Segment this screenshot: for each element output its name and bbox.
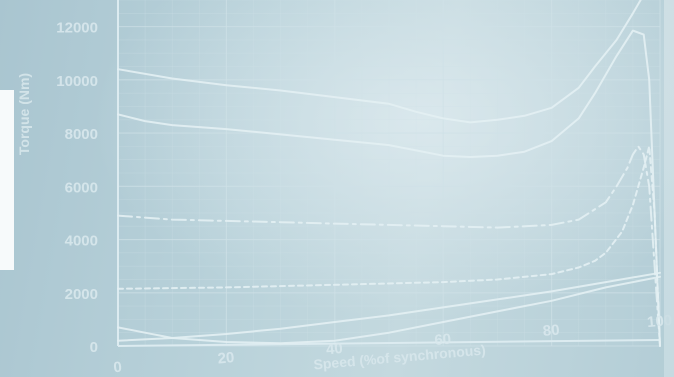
x-tick-label: 40: [325, 340, 343, 358]
right-panel-edge: [664, 0, 674, 377]
y-tick-label: 2000: [65, 286, 98, 303]
series-line-1: [117, 0, 642, 124]
y-tick-label: 10000: [56, 73, 98, 90]
series-layer: [117, 0, 661, 347]
x-tick-label: 60: [434, 331, 452, 349]
x-axis-line: [117, 339, 661, 347]
y-axis-title: Torque (Nm): [16, 73, 32, 155]
x-tick-label: 0: [113, 359, 123, 377]
y-tick-label: 12000: [56, 20, 98, 37]
series-line-4: [117, 145, 661, 347]
series-line-5: [117, 271, 661, 342]
y-tick-label: 6000: [65, 179, 98, 196]
y-tick-label: 8000: [65, 126, 98, 143]
series-line-6: [117, 275, 661, 345]
series-line-3: [117, 145, 661, 347]
x-tick-label: 20: [217, 349, 235, 367]
label-layer: Torque (Nm) Speed (%of synchronous) 0200…: [16, 20, 673, 377]
series-line-2: [117, 29, 661, 347]
x-tick-label: 80: [542, 322, 560, 340]
y-tick-label: 4000: [65, 233, 98, 250]
left-panel-edge: [0, 90, 14, 270]
y-tick-label: 0: [90, 339, 98, 356]
